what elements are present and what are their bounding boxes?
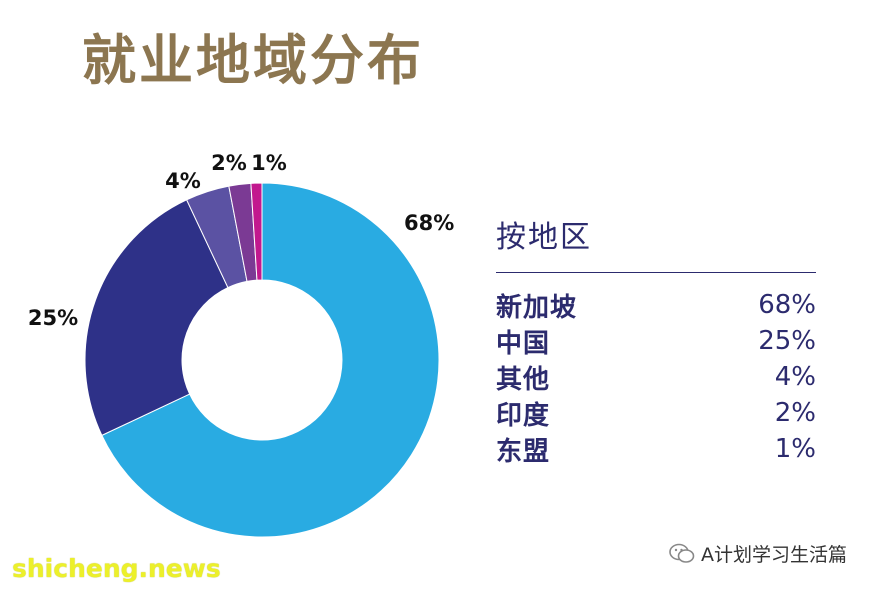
- legend-label: 新加坡: [496, 292, 578, 323]
- legend: 按地区 新加坡 68% 中国 25% 其他 4% 印度 2% 东盟 1%: [496, 216, 816, 467]
- legend-title: 按地区: [496, 220, 592, 255]
- wechat-icon: [669, 543, 695, 565]
- legend-value: 1%: [774, 434, 816, 464]
- donut-slice-china: [84, 199, 229, 437]
- legend-label: 其他: [496, 364, 551, 395]
- legend-value: 25%: [758, 326, 816, 356]
- legend-row-other: 其他 4%: [496, 359, 816, 395]
- legend-row-india: 印度 2%: [496, 395, 816, 431]
- slice-label-other: 4%: [165, 169, 201, 193]
- legend-row-asean: 东盟 1%: [496, 431, 816, 467]
- legend-label: 中国: [496, 328, 551, 359]
- legend-value: 4%: [774, 362, 816, 392]
- legend-label: 印度: [496, 400, 551, 431]
- legend-label: 东盟: [496, 436, 551, 467]
- slice-label-india: 2%: [211, 151, 247, 175]
- legend-row-singapore: 新加坡 68%: [496, 287, 816, 323]
- legend-value: 68%: [758, 290, 816, 320]
- legend-value: 2%: [774, 398, 816, 428]
- donut-slice-asean: [250, 182, 263, 281]
- slice-label-singapore: 68%: [404, 211, 454, 235]
- slice-label-asean: 1%: [251, 151, 287, 175]
- legend-divider: [496, 272, 816, 273]
- watermark: shicheng.news: [12, 554, 221, 583]
- source-credit: A计划学习生活篇: [669, 540, 847, 567]
- slice-label-china: 25%: [28, 306, 78, 330]
- source-label: A计划学习生活篇: [701, 544, 847, 566]
- page-title: 就业地域分布: [82, 29, 424, 92]
- donut-slice-singapore: [101, 182, 440, 538]
- legend-row-china: 中国 25%: [496, 323, 816, 359]
